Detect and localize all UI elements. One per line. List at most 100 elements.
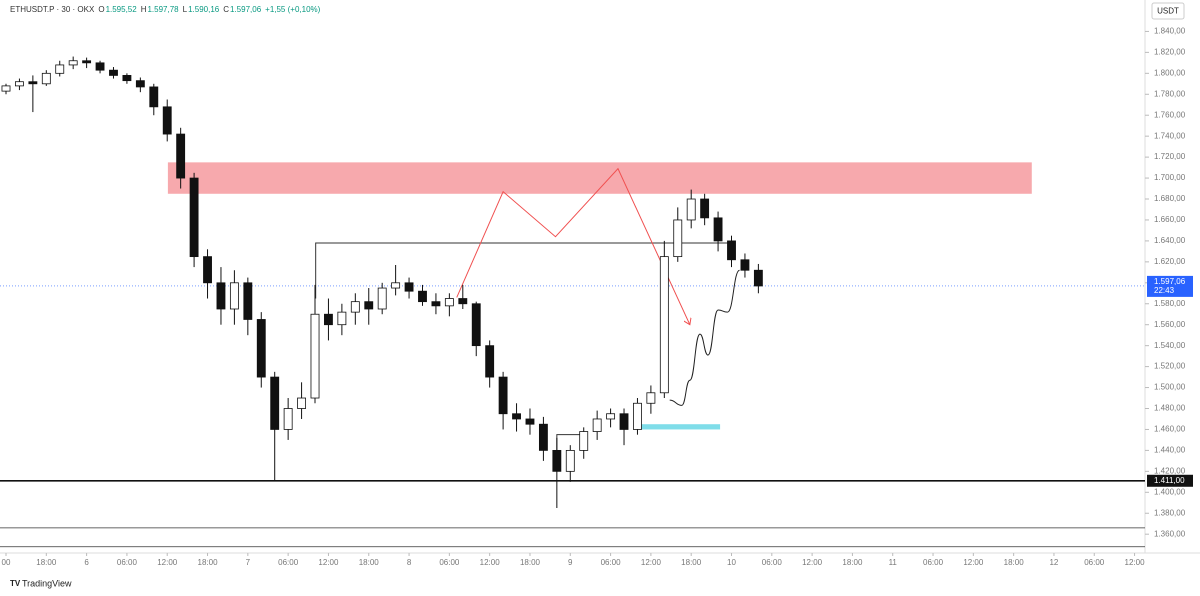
x-tick-label: 7 xyxy=(246,558,251,567)
x-tick-label: 06:00 xyxy=(278,558,299,567)
candle-body xyxy=(619,413,629,430)
candle-body xyxy=(283,408,293,430)
brand: TradingView xyxy=(22,578,72,588)
y-tick-label: 1.380,00 xyxy=(1154,508,1186,517)
candle-body xyxy=(444,298,454,307)
candle-body xyxy=(471,303,481,347)
x-tick-label: 12:00 xyxy=(480,558,501,567)
candle-body xyxy=(135,80,145,88)
x-tick-label: 12 xyxy=(1049,558,1058,567)
candle-body xyxy=(727,240,736,261)
candle-body xyxy=(68,60,78,66)
x-tick-label: 18:00 xyxy=(36,558,57,567)
candle-body xyxy=(606,413,616,420)
candle-body xyxy=(41,72,51,85)
x-tick-label: 06:00 xyxy=(117,558,138,567)
candle-body xyxy=(229,282,239,310)
symbol: ETHUSDT.P · 30 · OKX xyxy=(10,5,95,14)
candle-body xyxy=(700,198,710,219)
x-tick-label: 06:00 xyxy=(762,558,783,567)
currency-box[interactable] xyxy=(1151,2,1185,20)
x-tick-label: 06:00 xyxy=(1084,558,1105,567)
candle-body xyxy=(538,423,548,451)
x-tick-label: 00 xyxy=(2,558,11,567)
candle-body xyxy=(109,69,118,76)
y-tick-label: 1.480,00 xyxy=(1154,404,1186,413)
zone xyxy=(634,424,721,430)
y-tick-label: 1.400,00 xyxy=(1154,487,1186,496)
y-tick-label: 1.720,00 xyxy=(1154,152,1186,161)
y-tick-label: 1.740,00 xyxy=(1154,131,1186,140)
candle-body xyxy=(512,413,521,420)
y-tick-label: 1.840,00 xyxy=(1154,27,1186,36)
candle-body xyxy=(243,282,253,320)
x-tick-label: 6 xyxy=(84,558,89,567)
candle-body xyxy=(753,269,763,287)
candle-body xyxy=(377,287,387,310)
candle-body xyxy=(216,282,226,310)
candle-body xyxy=(552,449,562,472)
candle-body xyxy=(686,198,696,221)
plot-area xyxy=(0,56,1145,548)
candle-body xyxy=(498,376,508,415)
candle-body xyxy=(15,81,24,87)
y-tick-label: 1.540,00 xyxy=(1154,341,1186,350)
y-tick-label: 1.700,00 xyxy=(1154,173,1186,182)
candle-body xyxy=(337,311,347,326)
candle-body xyxy=(324,313,333,326)
brand-logo: TV xyxy=(10,579,21,588)
y-tick-label: 1.760,00 xyxy=(1154,110,1186,119)
candle-body xyxy=(149,86,159,108)
x-tick-label: 12:00 xyxy=(1125,558,1146,567)
candle-body xyxy=(673,219,683,258)
candle-body xyxy=(122,75,132,82)
candle-body xyxy=(404,282,414,292)
candle-body xyxy=(162,106,172,135)
candle-body xyxy=(28,81,38,85)
candle-body xyxy=(364,301,374,310)
candle-body xyxy=(350,301,360,313)
candle-body xyxy=(55,64,65,74)
drawing-path xyxy=(315,242,732,299)
y-tick-label: 1.560,00 xyxy=(1154,320,1186,329)
candle-body xyxy=(270,376,280,430)
y-tick-label: 1.360,00 xyxy=(1154,529,1186,538)
currency: USDT xyxy=(1157,7,1179,16)
x-tick-label: 06:00 xyxy=(601,558,622,567)
x-tick-label: 10 xyxy=(727,558,736,567)
candle-body xyxy=(431,301,441,307)
candle-body xyxy=(659,256,669,394)
x-tick-label: 18:00 xyxy=(198,558,219,567)
level-box xyxy=(1147,474,1193,487)
y-tick-label: 1.500,00 xyxy=(1154,383,1186,392)
x-tick-label: 18:00 xyxy=(681,558,702,567)
y-tick-label: 1.820,00 xyxy=(1154,47,1186,56)
drawing-path xyxy=(669,269,741,406)
candle-body xyxy=(1,85,11,92)
candle-body xyxy=(592,418,602,432)
x-tick-label: 8 xyxy=(407,558,412,567)
x-tick-label: 9 xyxy=(568,558,573,567)
drawing-path xyxy=(456,167,690,325)
x-tick-label: 12:00 xyxy=(641,558,662,567)
y-tick-label: 1.520,00 xyxy=(1154,362,1186,371)
x-tick-label: 11 xyxy=(889,558,898,567)
header: ETHUSDT.P · 30 · OKX O 1.595,52 H 1.597,78 L 1… xyxy=(10,5,321,14)
candle-body xyxy=(95,62,105,71)
field-value: 1.597,06 xyxy=(230,5,262,14)
x-tick-label: 12:00 xyxy=(157,558,178,567)
candle-body xyxy=(297,397,307,409)
candle-body xyxy=(189,177,199,258)
candle-body xyxy=(418,290,427,303)
x-tick-label: 18:00 xyxy=(359,558,380,567)
candle-body xyxy=(485,345,495,378)
x-tick-label: 12:00 xyxy=(318,558,339,567)
y-tick-label: 1.420,00 xyxy=(1154,466,1186,475)
field-key: O xyxy=(98,5,104,14)
field-key: L xyxy=(183,5,188,14)
countdown: 22:43 xyxy=(1154,286,1175,295)
last-price-box xyxy=(1147,275,1193,297)
candle-body xyxy=(740,259,750,271)
last-price-label: 1.597,06 xyxy=(1154,277,1186,286)
